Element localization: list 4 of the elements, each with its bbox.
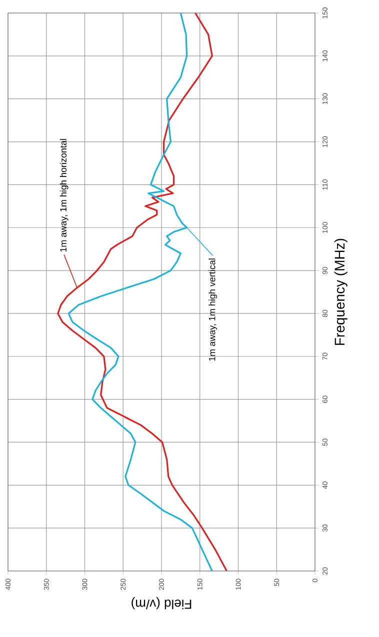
y-axis-title: Frequency (MHz) (334, 238, 348, 345)
x-axis-title: Field (v/m) (132, 597, 192, 610)
annotation: 1m away, 1m high horizontal (60, 139, 68, 252)
annotation: 1m away, 1m high vertical (208, 258, 218, 361)
